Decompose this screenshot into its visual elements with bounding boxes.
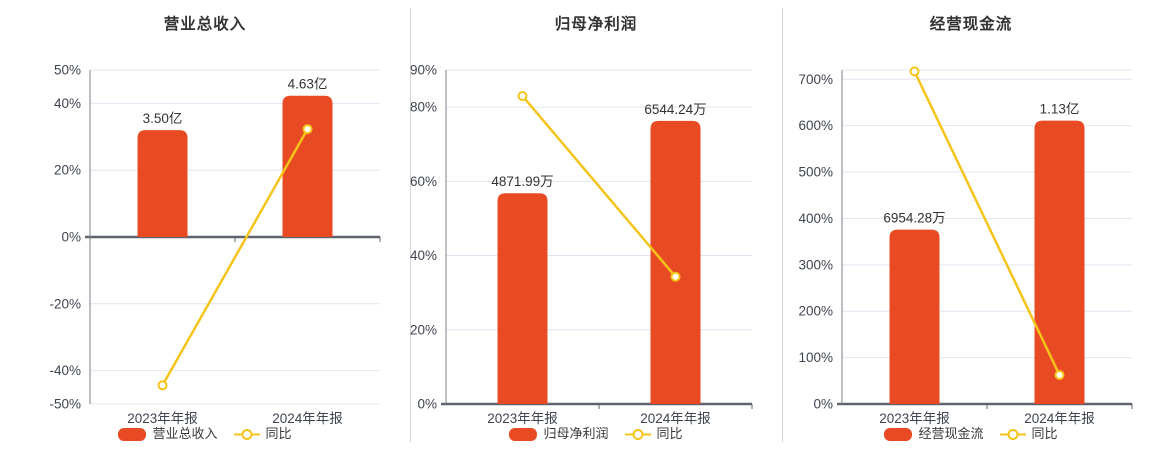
chart-title: 归母净利润 — [554, 16, 638, 33]
yoy-line-icon — [999, 428, 1026, 441]
yoy-line[interactable] — [913, 70, 1061, 376]
bar-value-label: 3.50亿 — [143, 111, 183, 126]
yoy-line[interactable] — [161, 128, 309, 386]
yoy-line-glyph — [233, 428, 260, 440]
yoy-marker-2024年年报[interactable] — [302, 124, 313, 135]
y-tick-label: 20% — [410, 322, 437, 337]
y-tick-label: 90% — [410, 63, 437, 78]
bar-2024年年报[interactable] — [282, 95, 333, 237]
legend-item-bar-series[interactable]: 归母净利润 — [509, 426, 609, 441]
y-tick-label: 700% — [798, 72, 833, 87]
bar-series-swatch-icon — [118, 427, 147, 441]
chart-panel-revenue: 营业总收入 50% 40% 20% 0% -20% -40% -50% 3.50亿 4.63亿 2… — [0, 0, 410, 450]
yoy-line-icon — [233, 428, 260, 441]
x-category-label: 2024年年报 — [1024, 411, 1095, 426]
legend-label: 同比 — [656, 426, 683, 441]
y-tick-label: -50% — [49, 397, 81, 412]
bar-value-label: 4871.99万 — [491, 174, 553, 189]
y-tick-label: 0% — [813, 397, 833, 412]
y-tick-label: 20% — [54, 163, 81, 178]
y-tick-label: -20% — [49, 296, 81, 311]
chart-canvas: 50% 40% 20% 0% -20% -40% -50% 3.50亿 4.63亿 2023年年报… — [49, 63, 381, 426]
y-tick-label: 40% — [410, 248, 437, 263]
x-category-label: 2024年年报 — [640, 411, 711, 426]
y-tick-label: 300% — [798, 257, 833, 272]
panel-divider — [410, 8, 411, 442]
x-category-label: 2023年年报 — [127, 411, 198, 426]
bar-value-label: 4.63亿 — [288, 77, 328, 92]
legend: 归母净利润 同比 — [410, 426, 782, 442]
x-category-label: 2023年年报 — [879, 411, 950, 426]
y-tick-label: 500% — [798, 165, 833, 180]
yoy-marker-2024年年报[interactable] — [670, 271, 681, 282]
panel-divider — [782, 8, 783, 442]
bar-series-swatch-icon — [884, 427, 913, 441]
bar-value-label: 6544.24万 — [644, 102, 706, 117]
chart-canvas: 90% 80% 60% 40% 20% 0% 4871.99万 6544.24万 2023年年报… — [410, 63, 753, 426]
chart-title: 营业总收入 — [163, 16, 247, 33]
yoy-line-glyph — [624, 428, 651, 440]
bar-value-label: 6954.28万 — [883, 211, 945, 226]
yoy-marker-2024年年报[interactable] — [1054, 370, 1065, 381]
chart-canvas: 700% 600% 500% 400% 300% 200% 100% 0% 6954.28万 1.… — [798, 66, 1133, 426]
yoy-marker-2023年年报[interactable] — [157, 380, 168, 391]
legend-item-yoy[interactable]: 同比 — [999, 426, 1058, 441]
bar-2024年年报[interactable] — [650, 120, 701, 404]
legend-label: 归母净利润 — [543, 426, 609, 441]
x-category-label: 2024年年报 — [272, 411, 343, 426]
y-tick-label: -40% — [49, 363, 81, 378]
legend-label: 同比 — [1031, 426, 1058, 441]
y-tick-label: 400% — [798, 211, 833, 226]
y-tick-label: 80% — [410, 100, 437, 115]
legend-label: 营业总收入 — [152, 426, 218, 441]
legend-item-yoy[interactable]: 同比 — [624, 426, 683, 441]
y-tick-label: 0% — [61, 230, 81, 245]
legend-item-yoy[interactable]: 同比 — [233, 426, 292, 441]
bar-series-swatch-icon — [509, 427, 538, 441]
legend-label: 同比 — [265, 426, 292, 441]
y-tick-label: 50% — [54, 63, 81, 78]
yoy-line-glyph — [999, 428, 1026, 440]
bar-2023年年报[interactable] — [889, 229, 940, 404]
yoy-marker-2023年年报[interactable] — [909, 66, 920, 77]
chart-title: 经营现金流 — [929, 16, 1013, 33]
y-tick-label: 40% — [54, 96, 81, 111]
yoy-marker-2023年年报[interactable] — [517, 90, 528, 101]
y-tick-label: 600% — [798, 118, 833, 133]
yoy-line-icon — [624, 428, 651, 441]
chart-panel-operating-cashflow: 经营现金流 700% 600% 500% 400% 300% 200% 100% 0% 6954… — [782, 0, 1160, 450]
legend-item-bar-series[interactable]: 经营现金流 — [884, 426, 984, 441]
legend-item-bar-series[interactable]: 营业总收入 — [118, 426, 218, 441]
bar-2024年年报[interactable] — [1034, 120, 1085, 404]
chart-panel-net-profit: 归母净利润 90% 80% 60% 40% 20% 0% 4871.99万 6544.24万 2… — [410, 0, 782, 450]
y-tick-label: 100% — [798, 350, 833, 365]
y-tick-label: 0% — [417, 397, 437, 412]
legend-label: 经营现金流 — [918, 426, 984, 441]
x-category-label: 2023年年报 — [487, 411, 558, 426]
yoy-line[interactable] — [521, 95, 677, 278]
y-tick-label: 200% — [798, 304, 833, 319]
legend: 经营现金流 同比 — [782, 426, 1160, 442]
bar-2023年年报[interactable] — [497, 193, 548, 404]
bar-value-label: 1.13亿 — [1040, 102, 1080, 117]
legend: 营业总收入 同比 — [0, 426, 410, 442]
bar-2023年年报[interactable] — [137, 130, 188, 237]
y-tick-label: 60% — [410, 174, 437, 189]
